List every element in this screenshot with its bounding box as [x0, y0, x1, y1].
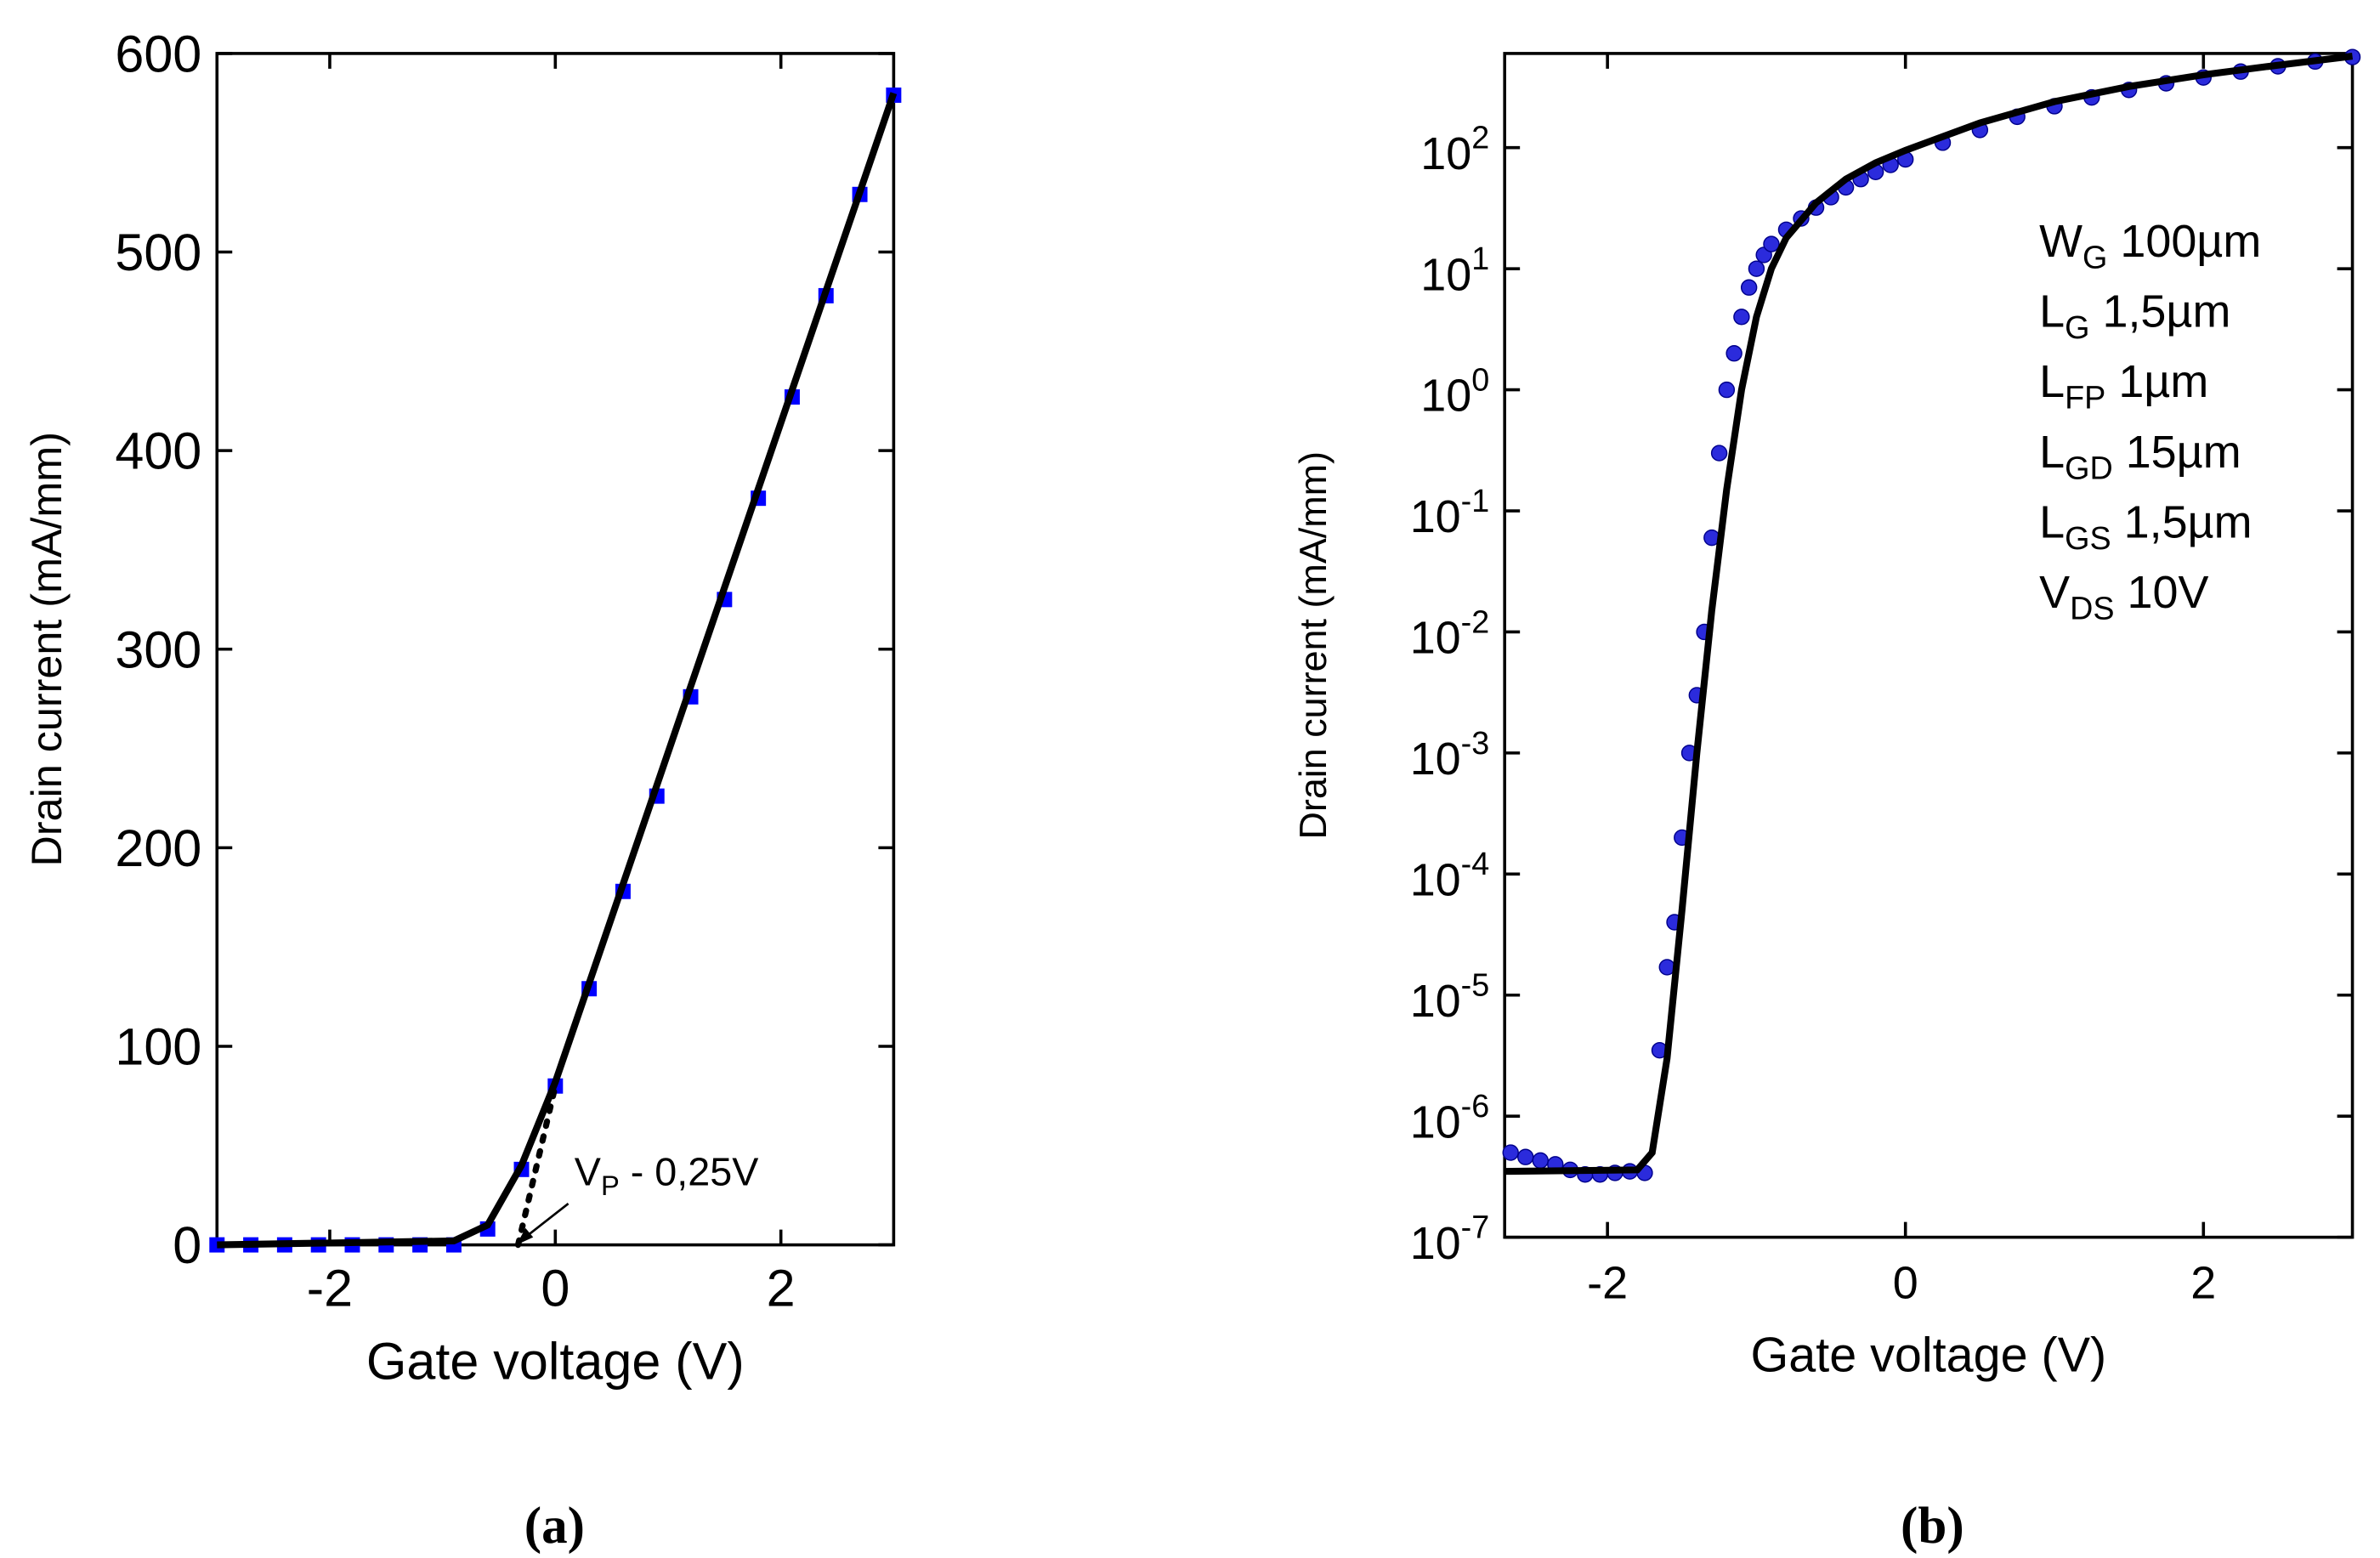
legend-text: LGS 1,5µm — [2039, 497, 2252, 556]
annotation-sub: P — [601, 1170, 620, 1201]
y-tick-exponent: -3 — [1461, 725, 1490, 761]
y-tick-label: 10-4 — [1410, 846, 1490, 905]
y-tick-label: 10-7 — [1410, 1210, 1490, 1269]
y-tick-label: 10-3 — [1410, 725, 1490, 785]
y-tick-exponent: -4 — [1461, 846, 1490, 881]
y-tick-base: 10 — [1410, 1218, 1461, 1269]
x-tick-label: 2 — [767, 1259, 796, 1317]
legend-text-main: L — [2039, 356, 2065, 407]
data-point — [1763, 235, 1780, 252]
caption: (a) — [524, 1498, 585, 1555]
y-tick-base: 10 — [1420, 249, 1471, 300]
plot-frame — [215, 52, 896, 1247]
data-point — [1733, 309, 1750, 326]
legend-text: VDS 10V — [2039, 567, 2208, 626]
y-tick-label: 400 — [115, 422, 201, 480]
x-tick-label: 2 — [2190, 1258, 2216, 1309]
y-tick-exponent: -2 — [1461, 603, 1490, 639]
legend-text-sub: GD — [2065, 450, 2113, 485]
x-tick-label: -2 — [307, 1259, 353, 1317]
legend-text-sub: GS — [2065, 520, 2111, 556]
y-tick-base: 10 — [1420, 371, 1471, 422]
y-tick-label: 300 — [115, 620, 201, 678]
y-tick-exponent: 1 — [1471, 241, 1489, 276]
legend-text-rest: 1,5µm — [2089, 286, 2230, 337]
y-tick-base: 10 — [1420, 128, 1471, 179]
data-point — [1718, 381, 1736, 399]
y-tick-base: 10 — [1410, 1096, 1461, 1147]
y-axis-label: Drain current (mA/mm) — [1291, 451, 1334, 840]
y-tick-exponent: -7 — [1461, 1210, 1490, 1245]
legend-text-sub: G — [2082, 239, 2107, 275]
y-tick-label: 600 — [115, 25, 201, 82]
legend-text: LG 1,5µm — [2039, 286, 2230, 345]
x-tick-label: 0 — [1893, 1258, 1918, 1309]
y-tick-base: 10 — [1410, 734, 1461, 785]
legend-text-main: V — [2039, 567, 2070, 618]
data-point — [1517, 1148, 1534, 1165]
legend-text-rest: 1,5µm — [2111, 497, 2252, 548]
data-point — [1726, 345, 1742, 362]
legend-text-sub: FP — [2065, 380, 2105, 416]
y-tick-exponent: -5 — [1461, 967, 1490, 1003]
x-tick-label: -2 — [1587, 1258, 1628, 1309]
y-tick-label: 10-2 — [1410, 603, 1490, 663]
data-point — [1532, 1152, 1549, 1170]
annotation-main: V — [575, 1150, 601, 1194]
model-line — [217, 92, 898, 1249]
legend-text-sub: G — [2065, 309, 2089, 345]
legend-text: LGD 15µm — [2039, 427, 2241, 485]
y-tick-exponent: -6 — [1461, 1088, 1490, 1124]
model-line — [1504, 53, 2354, 1176]
legend-text-rest: 10V — [2115, 567, 2209, 618]
legend-text-rest: 1µm — [2105, 356, 2208, 407]
annotation-rest: - 0,25V — [620, 1150, 759, 1194]
x-axis-label: Gate voltage (V) — [1751, 1329, 2107, 1383]
y-tick-label: 102 — [1420, 120, 1489, 179]
data-point — [209, 1237, 225, 1253]
plot-frame — [1503, 52, 2354, 1239]
x-axis-label: Gate voltage (V) — [366, 1333, 745, 1391]
y-tick-label: 10-6 — [1410, 1088, 1490, 1147]
x-tick-label: 0 — [541, 1259, 570, 1317]
legend-text-main: L — [2039, 497, 2065, 548]
y-tick-base: 10 — [1410, 854, 1461, 905]
y-tick-base: 10 — [1410, 613, 1461, 664]
model-line — [514, 1083, 558, 1249]
annotation: VP - 0,25V — [575, 1150, 759, 1202]
data-point — [1740, 279, 1758, 296]
y-tick-label: 101 — [1420, 241, 1489, 300]
caption: (b) — [1901, 1498, 1964, 1555]
y-axis-label: Drain current (mA/mm) — [22, 432, 71, 866]
legend-text: LFP 1µm — [2039, 356, 2208, 415]
y-tick-exponent: -1 — [1461, 483, 1490, 518]
y-tick-label: 10-1 — [1410, 483, 1490, 542]
legend-text-sub: DS — [2070, 591, 2114, 626]
legend-text: WG 100µm — [2039, 216, 2261, 275]
data-point — [1748, 260, 1765, 277]
legend-text-rest: 100µm — [2107, 216, 2261, 267]
annotation-arrowhead — [516, 1227, 534, 1245]
y-tick-exponent: 2 — [1471, 120, 1489, 156]
legend-text-main: L — [2039, 286, 2065, 337]
data-point — [1502, 1144, 1519, 1161]
legend-text-main: L — [2039, 427, 2065, 478]
y-tick-label: 500 — [115, 224, 201, 281]
legend-text-main: W — [2039, 216, 2082, 267]
y-tick-base: 10 — [1410, 491, 1461, 542]
y-tick-label: 100 — [115, 1018, 201, 1076]
data-point — [1710, 445, 1728, 462]
y-tick-exponent: 0 — [1471, 361, 1489, 397]
y-tick-label: 200 — [115, 819, 201, 877]
y-tick-label: 100 — [1420, 361, 1489, 421]
y-tick-base: 10 — [1410, 976, 1461, 1027]
legend-text-rest: 15µm — [2113, 427, 2241, 478]
y-tick-label: 10-5 — [1410, 967, 1490, 1027]
y-tick-label: 0 — [173, 1216, 201, 1274]
